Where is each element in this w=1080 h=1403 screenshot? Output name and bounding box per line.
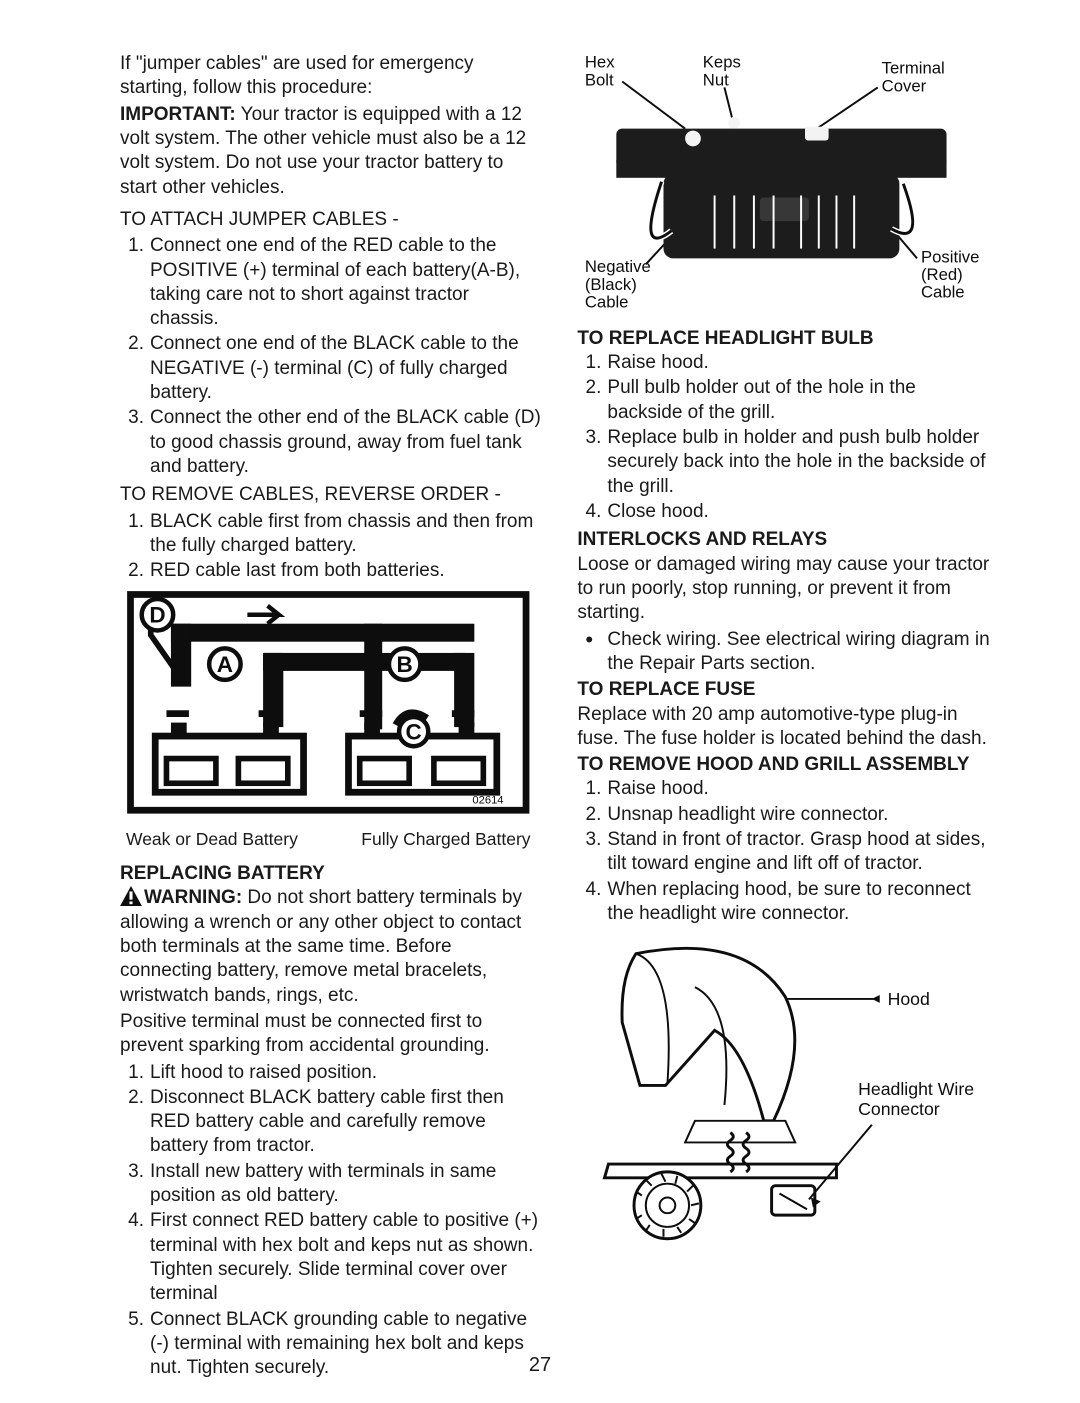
svg-text:Positive: Positive xyxy=(921,247,979,266)
interlocks-heading: INTERLOCKS AND RELAYS xyxy=(577,528,990,552)
headlight-list: 1.Raise hood. 2.Pull bulb holder out of … xyxy=(577,351,990,524)
replacing-battery-heading: REPLACING BATTERY xyxy=(120,862,541,886)
attach-list: 1.Connect one end of the RED cable to th… xyxy=(120,234,541,479)
svg-text:Terminal: Terminal xyxy=(882,59,945,78)
list-item: 2.Connect one end of the BLACK cable to … xyxy=(144,332,541,405)
list-item-text: When replacing hood, be sure to reconnec… xyxy=(607,879,970,924)
list-item-text: Raise hood. xyxy=(607,352,708,373)
important-paragraph: IMPORTANT: Your tractor is equipped with… xyxy=(120,103,541,200)
warning-label: WARNING: xyxy=(144,887,242,908)
list-item: Check wiring. See electrical wiring diag… xyxy=(601,628,990,677)
list-item-text: Connect the other end of the BLACK cable… xyxy=(150,407,541,477)
diagram-label-a: A xyxy=(217,652,233,677)
replace-battery-list: 1.Lift hood to raised position. 2.Discon… xyxy=(120,1061,541,1381)
list-item: 4.First connect RED battery cable to pos… xyxy=(144,1209,541,1306)
list-item: 4.When replacing hood, be sure to reconn… xyxy=(601,878,990,927)
interlocks-body: Loose or damaged wiring may cause your t… xyxy=(577,553,990,626)
svg-text:Keps: Keps xyxy=(703,53,741,72)
list-item: 4.Close hood. xyxy=(601,500,990,524)
svg-text:Connector: Connector xyxy=(858,1099,940,1119)
list-item-text: First connect RED battery cable to posit… xyxy=(150,1210,538,1304)
remove-heading: TO REMOVE CABLES, REVERSE ORDER - xyxy=(120,483,541,507)
svg-text:Nut: Nut xyxy=(703,70,729,89)
list-item-text: Check wiring. See electrical wiring diag… xyxy=(607,629,989,674)
list-item-text: Connect one end of the RED cable to the … xyxy=(150,235,520,329)
svg-text:Bolt: Bolt xyxy=(585,70,614,89)
attach-heading: TO ATTACH JUMPER CABLES - xyxy=(120,208,541,232)
list-item: 1.Raise hood. xyxy=(601,351,990,375)
svg-text:Cable: Cable xyxy=(585,293,629,308)
diagram-label-b: B xyxy=(397,652,413,677)
list-item-text: Unsnap headlight wire connector. xyxy=(607,804,888,825)
list-item-text: Replace bulb in holder and push bulb hol… xyxy=(607,427,985,497)
list-item-text: Install new battery with terminals in sa… xyxy=(150,1161,496,1206)
list-item: 3.Replace bulb in holder and push bulb h… xyxy=(601,426,990,499)
diagram-label-d: D xyxy=(149,602,165,627)
svg-text:(Black): (Black) xyxy=(585,275,637,294)
list-item: 1.Lift hood to raised position. xyxy=(144,1061,541,1085)
list-item-text: BLACK cable first from chassis and then … xyxy=(150,511,533,556)
positive-terminal-note: Positive terminal must be connected firs… xyxy=(120,1010,541,1059)
list-item: 3.Connect the other end of the BLACK cab… xyxy=(144,406,541,479)
page-number: 27 xyxy=(0,1354,1080,1377)
diagram-caption-right: Fully Charged Battery xyxy=(361,828,530,850)
tractor-hood-diagram: Hood Headlight Wire Connector xyxy=(577,938,990,1250)
svg-text:(Red): (Red) xyxy=(921,265,963,284)
diagram-caption-left: Weak or Dead Battery xyxy=(126,828,298,850)
list-item-text: Lift hood to raised position. xyxy=(150,1062,377,1083)
list-item: 2.Unsnap headlight wire connector. xyxy=(601,803,990,827)
list-item-text: Pull bulb holder out of the hole in the … xyxy=(607,377,915,422)
warning-paragraph: WARNING: Do not short battery terminals … xyxy=(120,886,541,1008)
diagram-part-number: 02614 xyxy=(472,794,503,806)
diagram-label-c: C xyxy=(406,719,422,744)
list-item: 1.Connect one end of the RED cable to th… xyxy=(144,234,541,331)
list-item-text: Close hood. xyxy=(607,501,708,522)
headlight-heading: TO REPLACE HEADLIGHT BULB xyxy=(577,327,990,351)
fuse-heading: TO REPLACE FUSE xyxy=(577,678,990,702)
list-item-text: Disconnect BLACK battery cable first the… xyxy=(150,1087,504,1157)
list-item-text: Raise hood. xyxy=(607,778,708,799)
battery-jumper-diagram: D A B C 02614 Weak or Dead Battery Fully… xyxy=(126,590,531,850)
svg-text:Cable: Cable xyxy=(921,283,965,302)
hood-label: Hood xyxy=(888,989,930,1009)
list-item: 2.Pull bulb holder out of the hole in th… xyxy=(601,376,990,425)
list-item: 1.BLACK cable first from chassis and the… xyxy=(144,510,541,559)
hood-list: 1.Raise hood. 2.Unsnap headlight wire co… xyxy=(577,777,990,926)
list-item-text: Stand in front of tractor. Grasp hood at… xyxy=(607,829,985,874)
svg-text:Negative: Negative xyxy=(585,257,651,276)
list-item: 1.Raise hood. xyxy=(601,777,990,801)
fuse-body: Replace with 20 amp automotive-type plug… xyxy=(577,703,990,752)
list-item: 3.Install new battery with terminals in … xyxy=(144,1160,541,1209)
interlocks-bullets: Check wiring. See electrical wiring diag… xyxy=(577,628,990,677)
svg-text:Headlight Wire: Headlight Wire xyxy=(858,1080,974,1100)
important-label: IMPORTANT: xyxy=(120,104,236,125)
list-item: 3.Stand in front of tractor. Grasp hood … xyxy=(601,828,990,877)
list-item-text: Connect one end of the BLACK cable to th… xyxy=(150,333,519,403)
svg-text:Hex: Hex xyxy=(585,53,615,72)
remove-list: 1.BLACK cable first from chassis and the… xyxy=(120,510,541,584)
list-item-text: RED cable last from both batteries. xyxy=(150,560,445,581)
battery-terminal-diagram: HexBolt KepsNut TerminalCover Negative(B… xyxy=(577,52,990,315)
hood-heading: TO REMOVE HOOD AND GRILL AS­SEMBLY xyxy=(577,753,990,777)
list-item: 2.RED cable last from both batteries. xyxy=(144,559,541,583)
intro-paragraph: If "jumper cables" are used for emergenc… xyxy=(120,52,541,101)
warning-icon xyxy=(120,886,142,906)
svg-text:Cover: Cover xyxy=(882,76,927,95)
list-item: 2.Disconnect BLACK battery cable first t… xyxy=(144,1086,541,1159)
